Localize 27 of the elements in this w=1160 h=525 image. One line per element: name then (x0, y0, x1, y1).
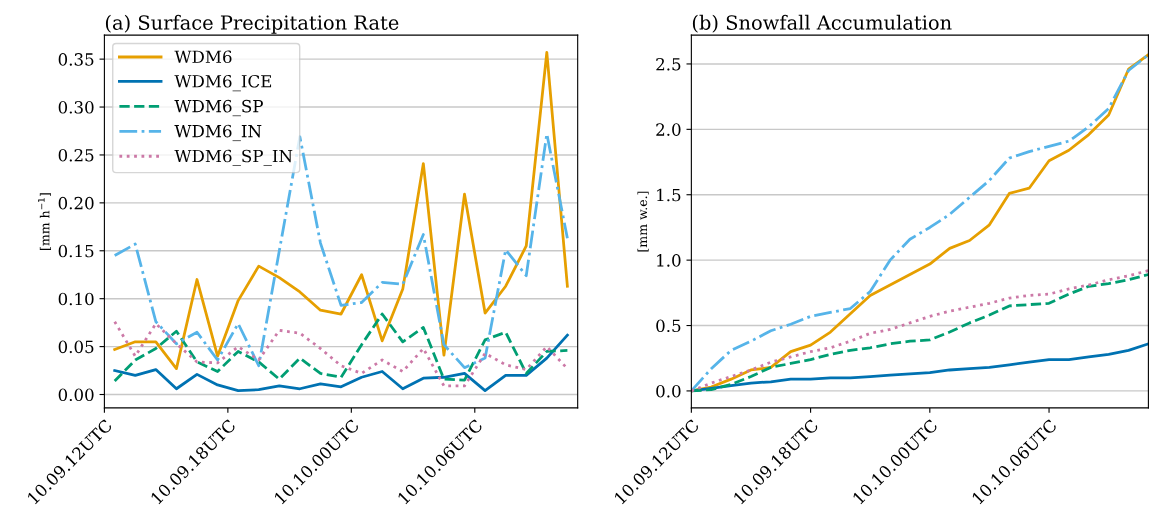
y-tick-label: 0.05 (58, 340, 94, 354)
legend-label: WDM6 (174, 50, 232, 64)
legend-label: WDM6_IN (174, 124, 262, 142)
y-tick-label: 0.5 (656, 319, 681, 333)
legend-label: WDM6_SP_IN (174, 149, 293, 167)
y-tick-label: 0.10 (58, 292, 94, 306)
y-tick-label: 0.0 (656, 384, 681, 398)
chart-title: (a) Surface Precipitation Rate (105, 14, 399, 34)
y-tick-label: 1.0 (657, 254, 681, 267)
line-series (113, 312, 569, 383)
line-series (113, 333, 569, 393)
y-tick-label: 0.15 (58, 244, 94, 258)
y-tick-label: 0.35 (58, 53, 94, 66)
y-axis-title: [mm h$^{−1}$] (38, 193, 51, 250)
line-series (113, 51, 569, 371)
legend-label: WDM6_ICE (174, 74, 272, 92)
chart-title: (b) Snowfall Accumulation (692, 14, 952, 33)
y-tick-label: 0.20 (58, 196, 94, 210)
y-tick-label: 0.30 (58, 101, 94, 114)
y-tick-label: 2.0 (656, 123, 681, 136)
y-tick-label: 0.00 (58, 388, 94, 402)
y-tick-label: 1.5 (657, 188, 681, 202)
legend-label: WDM6_SP (174, 99, 263, 117)
line-series (113, 320, 569, 388)
y-tick-label: 2.5 (656, 57, 681, 71)
y-tick-label: 0.25 (58, 148, 94, 162)
y-axis-title: [mm w.e.] (637, 191, 649, 252)
